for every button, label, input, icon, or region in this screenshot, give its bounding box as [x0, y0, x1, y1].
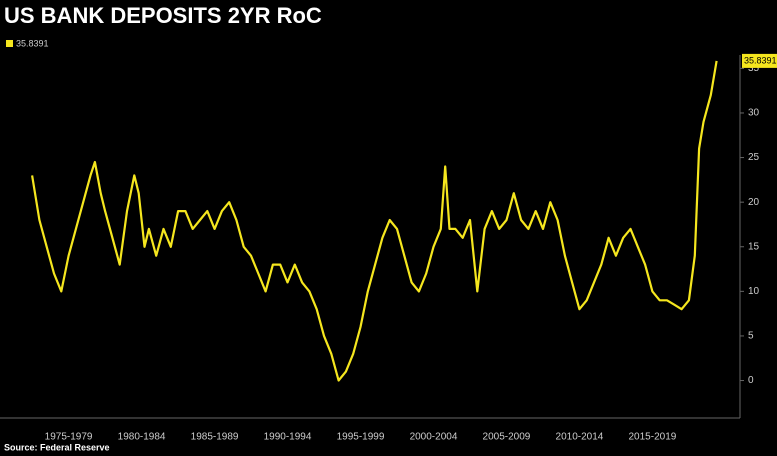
- value-label: 35.8391: [744, 55, 777, 65]
- line: [31, 60, 718, 382]
- chart-title: US BANK DEPOSITS 2YR RoC: [4, 3, 322, 28]
- x-tick-label: 2005-2009: [483, 432, 531, 443]
- x-tick-label: 1975-1979: [45, 432, 93, 443]
- x-tick-label: 1995-1999: [337, 432, 385, 443]
- x-tick-label: 1985-1989: [191, 432, 239, 443]
- y-tick-label: 25: [748, 152, 760, 163]
- value-label-box: [742, 53, 777, 68]
- source: Source: Federal Reserve: [4, 442, 110, 452]
- legend-swatch: [6, 40, 13, 47]
- x-tick-label: 2000-2004: [410, 432, 458, 443]
- x-tick-label: 1990-1994: [264, 432, 312, 443]
- x-tick-label: 2010-2014: [556, 432, 604, 443]
- x-tick-label: 1980-1984: [118, 432, 166, 443]
- y-tick-label: 10: [748, 286, 760, 297]
- y-tick-label: 5: [748, 331, 754, 342]
- legend-label: 35.8391: [16, 38, 49, 48]
- y-tick-label: 35: [748, 63, 760, 74]
- y-tick-label: 0: [748, 375, 754, 386]
- y-tick-label: 20: [748, 197, 760, 208]
- y-tick-label: 30: [748, 108, 760, 119]
- y-tick-label: 15: [748, 241, 760, 252]
- x-tick-label: 2015-2019: [629, 432, 677, 443]
